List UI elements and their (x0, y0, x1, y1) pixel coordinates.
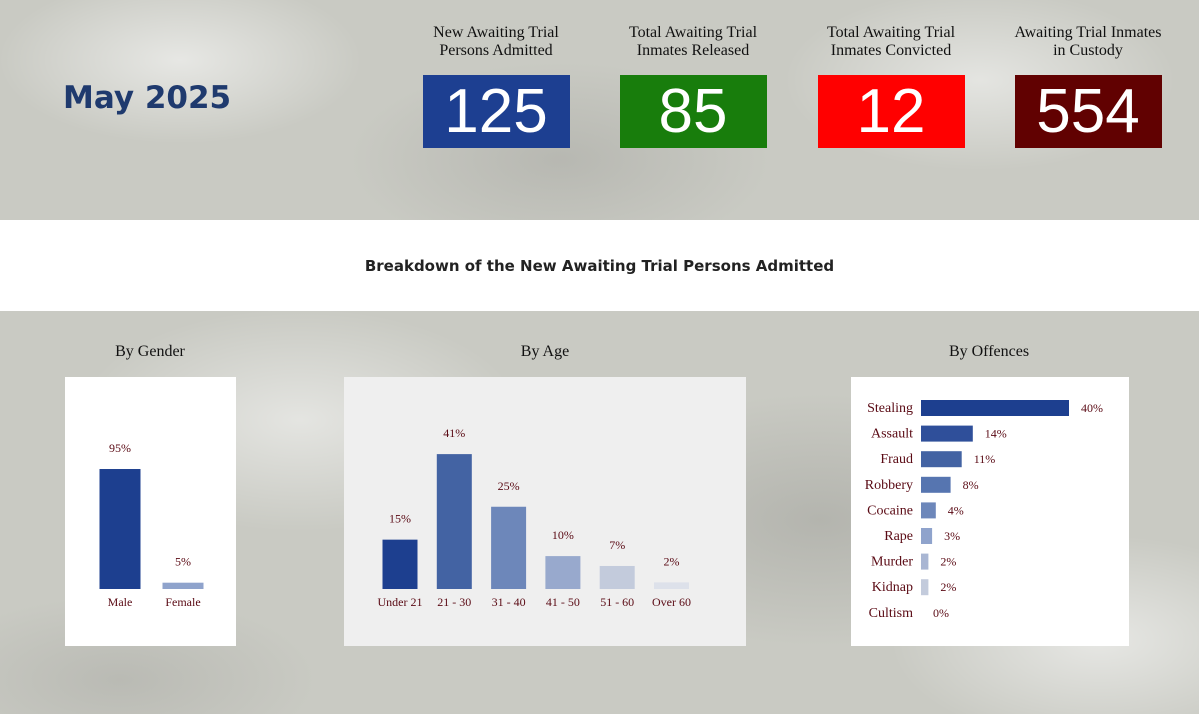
category-label: Male (108, 595, 133, 609)
offences-section-title: By Offences (948, 343, 1030, 360)
data-label: 14% (985, 427, 1007, 441)
stat-in-custody: Awaiting Trial Inmates in Custody 554 (988, 24, 1188, 148)
bar (921, 400, 1069, 416)
data-label: 2% (940, 555, 956, 569)
data-label: 4% (948, 503, 964, 517)
stat-value: 125 (422, 75, 570, 148)
stat-label: Total Awaiting Trial Inmates Released (593, 24, 793, 64)
chart-background (65, 377, 236, 646)
category-label: Under 21 (378, 595, 423, 609)
data-label: 11% (974, 452, 996, 466)
bar (921, 451, 962, 468)
stat-value: 85 (619, 75, 767, 148)
category-label: Stealing (867, 401, 913, 416)
bar (921, 425, 973, 442)
gender-section-title: By Gender (115, 343, 185, 360)
stat-label-line: Persons Admitted (439, 42, 553, 59)
data-label: 3% (944, 529, 960, 543)
data-label: 7% (609, 538, 625, 552)
category-label: Kidnap (872, 580, 913, 595)
category-label: Female (165, 595, 200, 609)
stat-label-line: New Awaiting Trial (433, 24, 559, 41)
stat-label-line: Total Awaiting Trial (628, 24, 758, 41)
age-chart: 15% Under 21 41% 21 - 30 25% 31 - 40 10% 41 - 5… (344, 377, 746, 646)
stat-convicted: Total Awaiting Trial Inmates Convicted 1… (791, 24, 991, 148)
data-label: 41% (443, 426, 465, 440)
month-title: May 2025 (63, 80, 232, 116)
bar (921, 528, 933, 544)
stat-label: New Awaiting Trial Persons Admitted (396, 24, 596, 64)
data-label: 95% (109, 441, 131, 455)
chart-background (344, 377, 746, 646)
data-label: 25% (498, 479, 520, 493)
bar (599, 565, 635, 589)
category-label: Cocaine (867, 503, 913, 518)
breakdown-banner: Breakdown of the New Awaiting Trial Pers… (0, 220, 1199, 311)
category-label: 41 - 50 (546, 595, 580, 609)
stat-label-line: Inmates Convicted (830, 42, 952, 59)
category-label: 51 - 60 (600, 595, 634, 609)
stat-released: Total Awaiting Trial Inmates Released 85 (593, 24, 793, 148)
category-label: Robbery (865, 478, 913, 493)
bar (491, 506, 527, 589)
stat-value: 554 (1014, 75, 1162, 148)
offences-chart: Stealing 40% Assault 14% Fraud 11% Robbery 8% Co… (851, 377, 1129, 646)
category-label: Over 60 (652, 595, 691, 609)
stat-value: 12 (817, 75, 965, 148)
category-label: Fraud (880, 452, 913, 467)
stat-label: Awaiting Trial Inmates in Custody (988, 24, 1188, 64)
bar (654, 582, 689, 589)
chart-background (851, 377, 1129, 646)
data-label: 5% (175, 555, 191, 569)
category-label: 31 - 40 (492, 595, 526, 609)
category-label: Rape (884, 529, 913, 544)
stat-new-admitted: New Awaiting Trial Persons Admitted 125 (396, 24, 596, 148)
gender-chart: 95% Male 5% Female (65, 377, 236, 646)
bar (382, 539, 418, 589)
category-label: Cultism (869, 606, 913, 621)
stat-label: Total Awaiting Trial Inmates Convicted (791, 24, 991, 64)
breakdown-title: Breakdown of the New Awaiting Trial Pers… (364, 256, 835, 275)
stat-label-line: Total Awaiting Trial (826, 24, 956, 41)
bar (545, 556, 581, 589)
data-label: 15% (389, 512, 411, 526)
data-label: 10% (552, 528, 574, 542)
data-label: 2% (940, 580, 956, 594)
data-label: 2% (664, 554, 680, 568)
category-label: Assault (871, 427, 913, 442)
category-label: Murder (871, 555, 913, 570)
category-label: 21 - 30 (437, 595, 471, 609)
data-label: 8% (963, 478, 979, 492)
data-label: 40% (1081, 401, 1103, 415)
age-section-title: By Age (520, 343, 570, 360)
bar (921, 502, 936, 519)
stat-label-line: in Custody (1053, 42, 1123, 59)
stat-label-line: Inmates Released (636, 42, 750, 59)
bar (99, 469, 141, 589)
bar (921, 553, 929, 570)
bar (162, 582, 204, 589)
stat-label-line: Awaiting Trial Inmates (1014, 24, 1162, 41)
bar (921, 476, 951, 493)
bar (436, 454, 472, 589)
data-label: 0% (933, 606, 949, 620)
bar (921, 579, 929, 596)
